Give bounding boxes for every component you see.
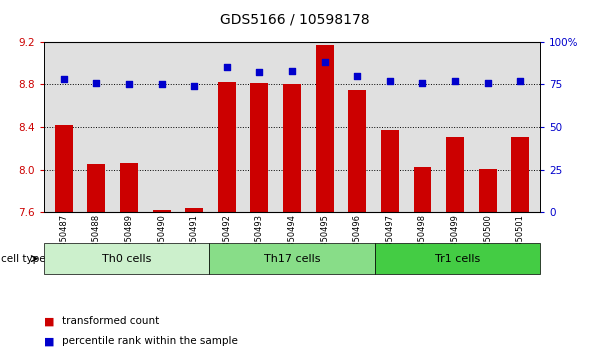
Point [255, 70, 264, 76]
Point [450, 78, 460, 84]
Bar [251, 83, 268, 212]
Bar [87, 164, 106, 212]
Point [483, 80, 493, 86]
Bar [512, 136, 529, 212]
Bar [348, 90, 366, 212]
Text: cell type: cell type [1, 254, 46, 264]
Text: Th17 cells: Th17 cells [264, 254, 320, 264]
Bar [283, 84, 301, 212]
Bar [185, 208, 203, 212]
Bar [55, 125, 73, 212]
Text: ■: ■ [44, 336, 55, 346]
Text: ■: ■ [44, 316, 55, 326]
Point [189, 83, 199, 89]
Point [157, 82, 166, 87]
Point [418, 80, 427, 86]
Bar [316, 45, 333, 212]
Point [385, 78, 395, 84]
Bar [218, 82, 236, 212]
Text: GDS5166 / 10598178: GDS5166 / 10598178 [220, 13, 370, 27]
Point [91, 80, 101, 86]
Bar [120, 163, 138, 212]
Text: percentile rank within the sample: percentile rank within the sample [62, 336, 238, 346]
Bar [478, 169, 497, 212]
Point [124, 82, 134, 87]
Point [320, 59, 329, 65]
Text: Tr1 cells: Tr1 cells [435, 254, 480, 264]
Bar [446, 136, 464, 212]
Point [222, 65, 231, 70]
Bar [414, 167, 431, 212]
Point [287, 68, 297, 74]
Point [59, 76, 68, 82]
Bar [153, 210, 171, 212]
Point [353, 73, 362, 79]
Text: transformed count: transformed count [62, 316, 159, 326]
Text: Th0 cells: Th0 cells [102, 254, 152, 264]
Bar [381, 130, 399, 212]
Point [516, 78, 525, 84]
